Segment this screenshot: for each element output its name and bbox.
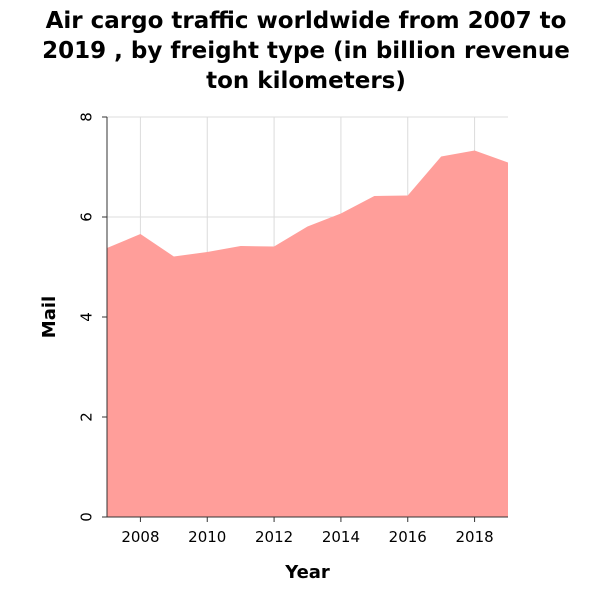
y-tick-label: 8 [78,112,96,122]
x-axis-title: Year [284,562,330,583]
x-tick-label: 2012 [255,528,293,546]
chart-title-line-1: Air cargo traffic worldwide from 2007 to [45,8,567,34]
y-tick-label: 4 [78,312,96,322]
x-tick-label: 2008 [121,528,159,546]
y-tick-labels: 0 2 4 6 8 [78,112,96,522]
chart-title-line-3: ton kilometers) [206,68,406,94]
y-tick-label: 0 [78,512,96,522]
x-tick-label: 2016 [389,528,427,546]
mail-area-series [107,150,508,517]
y-axis-title: Mail [39,296,60,338]
x-tick-label: 2010 [188,528,226,546]
axes [102,116,508,522]
y-tick-label: 6 [78,212,96,222]
x-tick-label: 2018 [455,528,493,546]
chart-title: Air cargo traffic worldwide from 2007 to… [0,6,612,96]
y-tick-label: 2 [78,412,96,422]
chart-title-line-2: 2019 , by freight type (in billion reven… [42,38,570,64]
x-tick-label: 2014 [322,528,360,546]
x-tick-labels: 2008 2010 2012 2014 2016 2018 [121,528,493,546]
